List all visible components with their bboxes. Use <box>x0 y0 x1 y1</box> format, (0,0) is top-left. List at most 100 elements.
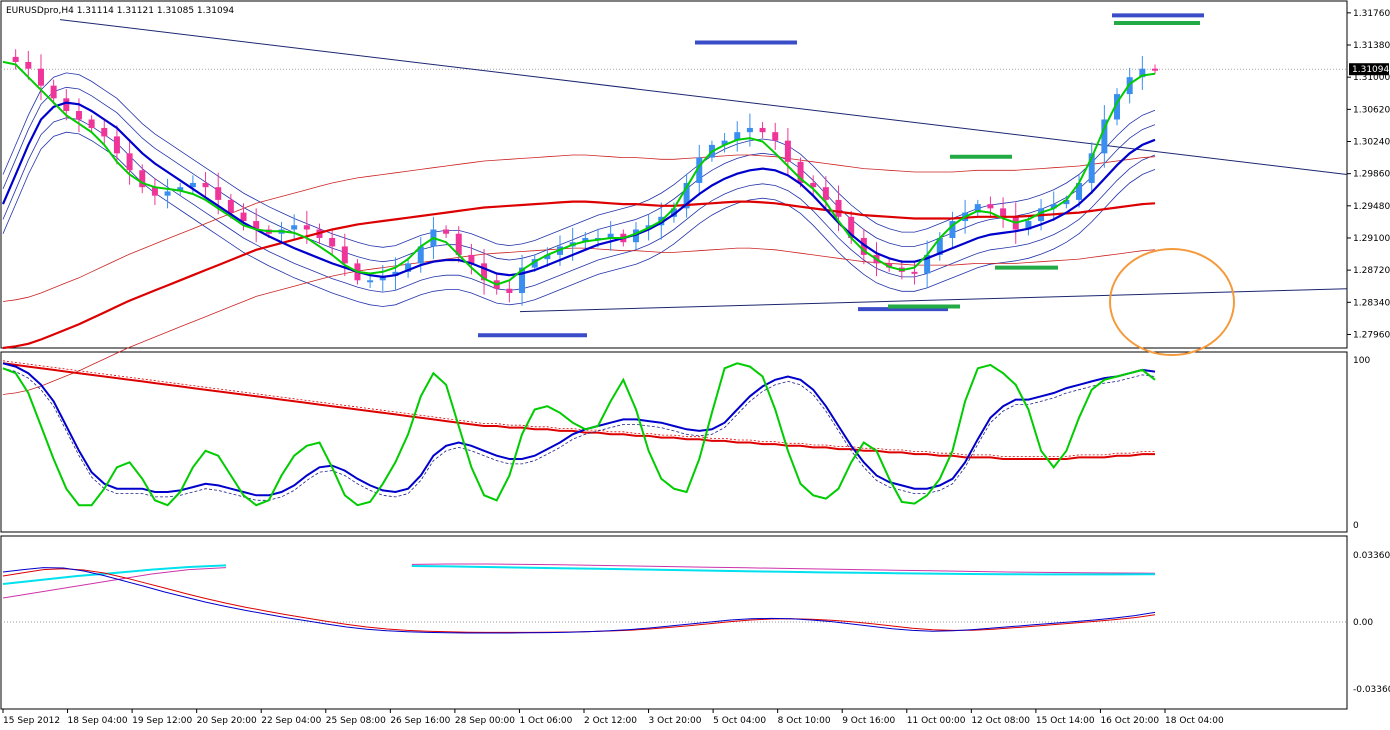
candle-body <box>1076 182 1083 200</box>
blue-envelope-band <box>2 86 1156 263</box>
axis-layer: 1.31760 1.31380 1.31000 1.30620 1.30240 1.298… <box>2 9 1390 726</box>
candle-body <box>759 127 766 133</box>
candle-body <box>1050 204 1057 209</box>
candle-body <box>734 132 741 141</box>
candle-body <box>506 288 513 293</box>
candle-body <box>772 132 779 141</box>
candle-body <box>696 157 703 183</box>
candle-body <box>848 216 855 238</box>
price-tick-label: 1.28720 <box>1353 266 1390 276</box>
candle-body <box>860 237 867 255</box>
candle-body <box>784 140 791 162</box>
time-tick-label: 11 Oct 00:00 <box>907 716 966 726</box>
oscillator-layer <box>2 360 1156 507</box>
price-tick-label: 1.29480 <box>1353 202 1390 212</box>
candle-body <box>1063 199 1070 205</box>
candle-body <box>75 111 82 120</box>
oscillator-tick-label: 0 <box>1353 521 1359 531</box>
candle-body <box>683 182 690 209</box>
price-tick-label: 1.28340 <box>1353 298 1390 308</box>
price-tick-label: 1.31380 <box>1353 41 1390 51</box>
macd-magenta-line <box>2 563 1156 599</box>
candle-body <box>101 127 108 137</box>
macd-cyan-line <box>2 564 1156 585</box>
candle-body <box>50 85 57 99</box>
candle-body <box>949 221 956 238</box>
candle-body <box>519 267 526 293</box>
time-tick-label: 3 Oct 20:00 <box>649 716 702 726</box>
candle-body <box>987 204 994 209</box>
time-tick-label: 22 Sep 04:00 <box>261 716 321 726</box>
candle-body <box>632 229 639 243</box>
candle-body <box>936 237 943 255</box>
candle-body <box>670 208 677 217</box>
candle-body <box>810 182 817 188</box>
time-tick-label: 8 Oct 10:00 <box>778 716 831 726</box>
candle-body <box>341 246 348 264</box>
time-tick-label: 28 Sep 00:00 <box>455 716 515 726</box>
candle-body <box>544 254 551 260</box>
candle-body <box>12 56 19 62</box>
candle-body <box>886 263 893 268</box>
candle-body <box>189 182 196 188</box>
price-layer <box>1 13 1348 395</box>
price-panel <box>0 0 1348 349</box>
candle-body <box>151 187 158 196</box>
oscillator-blue-dashed <box>2 367 1156 501</box>
candle-body <box>329 237 336 247</box>
oscillator-red-dotted <box>2 360 1155 457</box>
blue-envelope-band <box>2 131 1156 307</box>
candle-body <box>974 204 981 213</box>
candle-body <box>443 229 450 234</box>
candle-body <box>835 199 842 217</box>
time-tick-label: 2 Oct 12:00 <box>584 716 637 726</box>
time-tick-label: 20 Sep 20:00 <box>197 716 257 726</box>
price-tick-label: 1.30240 <box>1353 137 1390 147</box>
macd-tick-label: 0.033608 <box>1353 551 1390 561</box>
candle-body <box>417 246 424 264</box>
oscillator-tick-label: 100 <box>1353 356 1370 366</box>
time-tick-label: 5 Oct 04:00 <box>713 716 766 726</box>
candle-body <box>1088 153 1095 183</box>
red-envelope-band <box>2 247 1156 395</box>
trendline-upper <box>59 19 1348 175</box>
time-tick-label: 9 Oct 16:00 <box>842 716 895 726</box>
macd-main-line <box>2 567 1156 634</box>
chart-title: EURUSDpro,H4 1.31114 1.31121 1.31085 1.3… <box>6 6 234 16</box>
candle-body <box>582 237 589 243</box>
candle-body <box>481 263 488 281</box>
candle-body <box>531 259 538 268</box>
trendline-lower <box>519 288 1348 313</box>
candle-body <box>291 225 298 230</box>
price-tick-label: 1.29860 <box>1353 170 1390 180</box>
candle-body <box>63 98 70 112</box>
ma-green-line <box>2 60 1156 286</box>
candle-body <box>455 233 462 255</box>
candle-body <box>240 212 247 222</box>
candle-body <box>1025 221 1032 230</box>
candle-body <box>468 254 475 264</box>
price-tick-label: 1.27960 <box>1353 330 1390 340</box>
oscillator-green-line <box>2 362 1156 507</box>
ma-blue-line <box>1 101 1156 279</box>
candle-body <box>911 271 918 274</box>
candle-body <box>1101 119 1108 154</box>
macd-tick-label: -0.033608 <box>1353 685 1390 695</box>
candle-body <box>202 182 209 188</box>
candle-body <box>797 161 804 183</box>
candle-body <box>303 225 310 230</box>
candle-body <box>1000 208 1007 217</box>
candle-body <box>1139 68 1146 78</box>
candle-body <box>253 221 260 230</box>
candle-body <box>1152 68 1158 71</box>
oscillator-panel <box>0 351 1348 533</box>
time-tick-label: 26 Sep 16:00 <box>390 716 450 726</box>
oscillator-blue-line <box>2 362 1156 497</box>
current-price-label: 1.31094 <box>1352 65 1389 75</box>
candle-body <box>227 199 234 213</box>
candle-body <box>607 233 614 238</box>
candle-body <box>392 271 399 277</box>
candle-body <box>126 153 133 171</box>
candle-body <box>37 68 44 86</box>
